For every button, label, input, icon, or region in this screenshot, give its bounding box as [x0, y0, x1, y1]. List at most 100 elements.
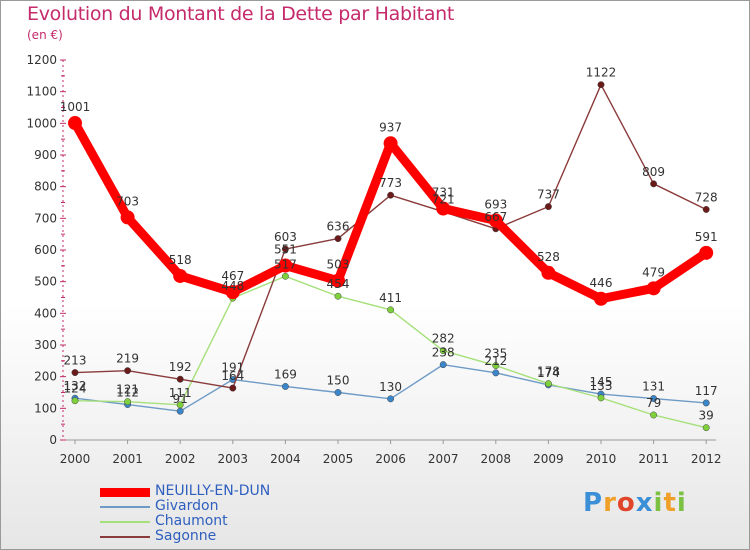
y-tick-label: 100 — [34, 401, 57, 415]
data-point — [124, 367, 132, 375]
x-tick-label: 2008 — [481, 452, 512, 466]
x-tick-label: 2000 — [60, 452, 91, 466]
data-point — [387, 395, 395, 403]
data-label: 721 — [432, 193, 455, 207]
data-point — [331, 273, 345, 288]
data-point — [650, 411, 658, 419]
data-point — [650, 395, 658, 402]
x-tick-label: 2011 — [638, 452, 669, 466]
data-label: 79 — [646, 396, 661, 410]
data-label: 728 — [695, 190, 718, 204]
data-label: 411 — [379, 291, 402, 305]
data-point — [71, 397, 79, 405]
data-point — [702, 399, 710, 407]
data-point — [492, 362, 500, 370]
data-label: 603 — [274, 230, 297, 244]
data-label: 124 — [64, 382, 87, 396]
x-tick-label: 2002 — [165, 452, 196, 466]
data-label: 39 — [699, 409, 714, 423]
data-label: 703 — [116, 194, 139, 208]
data-label: 479 — [642, 265, 665, 279]
data-point — [176, 407, 184, 415]
data-label: 91 — [173, 392, 188, 406]
x-tick-label: 2010 — [586, 452, 617, 466]
data-point — [281, 272, 289, 280]
data-point — [387, 306, 395, 314]
data-label: 809 — [642, 165, 665, 179]
data-label: 551 — [274, 243, 297, 257]
data-point — [281, 383, 289, 390]
data-label: 238 — [432, 346, 455, 360]
logo-letter: r — [603, 488, 617, 518]
data-point — [173, 268, 188, 283]
data-label: 693 — [484, 198, 507, 212]
data-point — [594, 291, 608, 306]
x-tick-label: 2009 — [533, 452, 564, 466]
data-label: 219 — [116, 352, 139, 366]
data-label: 937 — [379, 120, 402, 134]
data-label: 213 — [64, 354, 87, 368]
data-label: 518 — [169, 253, 192, 267]
data-point — [650, 180, 658, 188]
y-tick-label: 1000 — [26, 116, 57, 130]
x-tick-label: 2005 — [323, 452, 354, 466]
data-label: 133 — [590, 379, 613, 393]
data-label: 117 — [695, 384, 718, 398]
data-label: 130 — [379, 380, 402, 394]
data-label: 448 — [221, 279, 244, 293]
data-point — [436, 201, 451, 216]
data-point — [702, 424, 710, 432]
data-point — [699, 245, 714, 260]
legend-swatch — [100, 521, 150, 523]
data-label: 178 — [537, 365, 560, 379]
data-label: 121 — [116, 383, 139, 397]
y-tick-label: 200 — [34, 370, 57, 384]
data-point — [120, 210, 135, 225]
data-point — [176, 401, 184, 409]
data-label: 773 — [379, 176, 402, 190]
y-tick-label: 800 — [34, 180, 57, 194]
data-label: 145 — [590, 375, 613, 389]
data-point — [544, 380, 552, 388]
data-label: 731 — [432, 186, 455, 200]
data-label: 737 — [537, 188, 560, 202]
data-label: 169 — [274, 367, 297, 381]
data-point — [281, 245, 289, 253]
y-tick-label: 400 — [34, 306, 57, 320]
legend-label: Chaumont — [155, 513, 228, 529]
data-label: 191 — [221, 361, 244, 375]
data-point — [387, 191, 395, 199]
x-tick-label: 2004 — [270, 452, 301, 466]
data-label: 467 — [221, 269, 244, 283]
data-label: 1122 — [586, 66, 617, 80]
legend-label: Sagonne — [155, 528, 217, 544]
data-label: 1001 — [60, 100, 91, 114]
logo-letter: x — [635, 488, 654, 518]
data-point — [383, 136, 398, 151]
logo-letter: t — [663, 488, 677, 518]
data-point — [702, 206, 710, 213]
data-label: 192 — [169, 360, 192, 374]
x-tick-label: 2012 — [691, 452, 722, 466]
data-point — [225, 285, 240, 300]
data-point — [229, 384, 237, 392]
legend-label: NEUILLY-EN-DUN — [155, 483, 271, 499]
data-label: 235 — [484, 347, 507, 361]
data-label: 591 — [695, 230, 718, 244]
data-point — [124, 398, 132, 406]
data-label: 150 — [327, 374, 350, 388]
data-label: 282 — [432, 332, 455, 346]
x-tick-label: 2007 — [428, 452, 459, 466]
y-tick-label: 0 — [49, 433, 57, 447]
data-point — [544, 203, 552, 211]
y-tick-label: 900 — [34, 148, 57, 162]
data-label: 132 — [64, 379, 87, 393]
legend-swatch — [100, 488, 150, 497]
data-point — [68, 116, 82, 131]
data-label: 503 — [327, 258, 350, 272]
data-label: 111 — [169, 386, 192, 400]
data-label: 131 — [642, 380, 665, 394]
data-point — [597, 81, 605, 89]
data-point — [492, 369, 500, 377]
x-tick-label: 2001 — [112, 452, 143, 466]
